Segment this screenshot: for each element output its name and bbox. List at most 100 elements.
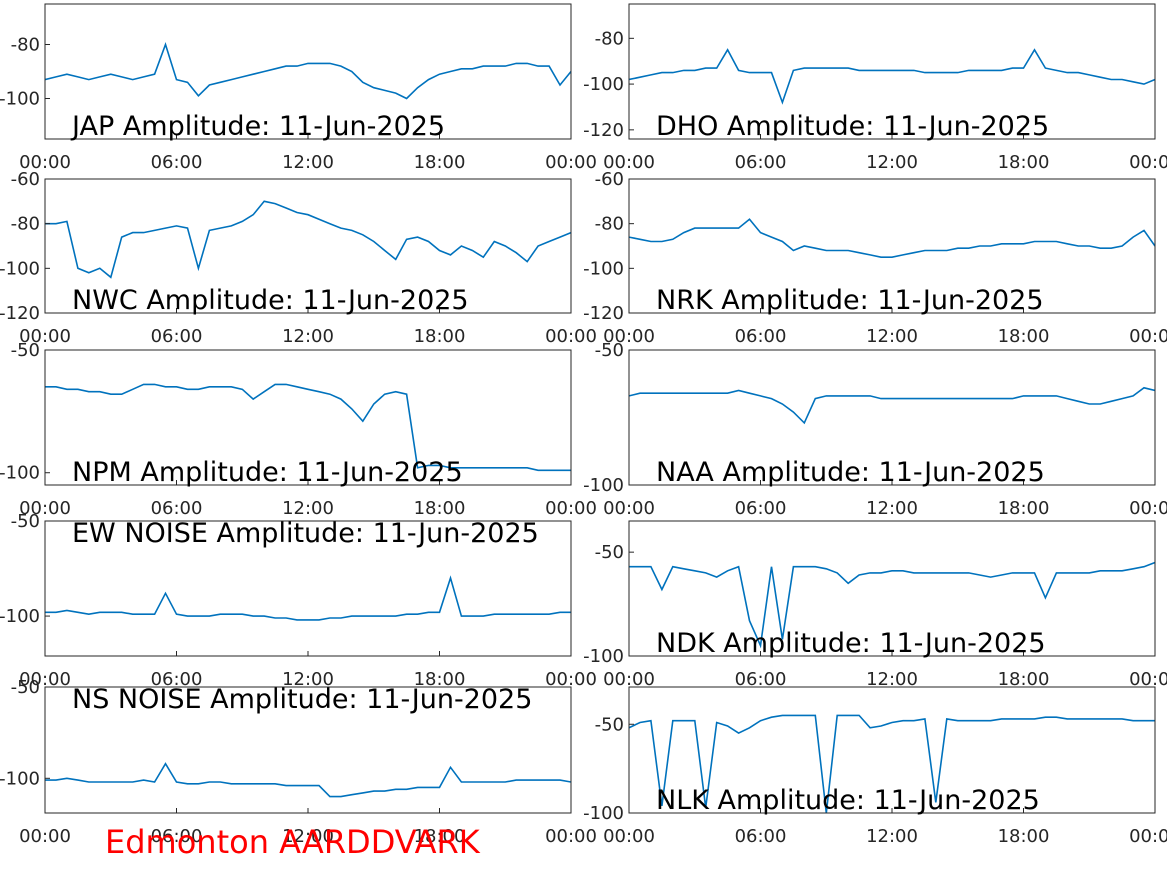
panel-title: NAA Amplitude: 11-Jun-2025 (656, 457, 1045, 488)
x-tick-label: 00:00 (603, 326, 655, 347)
x-tick-label: 00:00 (19, 152, 71, 173)
data-line (45, 762, 571, 798)
plot-area (629, 521, 1155, 656)
y-tick-label: -50 (595, 542, 624, 563)
data-line (629, 386, 1155, 425)
y-tick-label: -100 (0, 768, 40, 789)
x-tick-label: 00:00 (545, 152, 597, 173)
x-tick-label: 00:00 (1129, 669, 1167, 690)
x-tick-label: 00:00 (545, 498, 597, 519)
x-tick-label: 06:00 (151, 826, 203, 847)
panel-title: JAP Amplitude: 11-Jun-2025 (70, 111, 445, 142)
y-tick-label: -50 (595, 714, 624, 735)
data-line (45, 200, 571, 279)
x-tick-label: 18:00 (998, 669, 1050, 690)
x-tick-label: 12:00 (282, 498, 334, 519)
y-tick-label: -50 (11, 340, 40, 361)
plot-area (45, 4, 571, 139)
x-tick-label: 00:00 (603, 152, 655, 173)
panel-title: NWC Amplitude: 11-Jun-2025 (72, 285, 469, 316)
x-tick-label: 18:00 (414, 498, 466, 519)
y-tick-label: -50 (11, 677, 40, 698)
plot-area (45, 350, 571, 485)
x-tick-label: 18:00 (414, 326, 466, 347)
y-tick-label: -100 (583, 803, 624, 824)
x-tick-label: 00:00 (603, 498, 655, 519)
x-tick-label: 06:00 (735, 326, 787, 347)
y-tick-label: -120 (583, 303, 624, 324)
x-tick-label: 00:00 (1129, 152, 1167, 173)
y-tick-label: -100 (0, 463, 40, 484)
y-tick-label: -100 (0, 606, 40, 627)
panel: -100 -80 00:00 06:00 12:00 18:00 00:00 JAP Ampl… (0, 3, 597, 173)
x-tick-label: 12:00 (866, 498, 918, 519)
panel: -120-100-8000:0006:0012:0018:0000:00DHO … (583, 3, 1167, 173)
y-tick-label: -100 (0, 89, 40, 110)
x-tick-label: 12:00 (282, 826, 334, 847)
y-tick-label: -100 (583, 475, 624, 496)
x-tick-label: 12:00 (282, 326, 334, 347)
y-tick-label: -50 (595, 340, 624, 361)
panel: -100 -50 00:00 06:00 12:00 18:00 00:00 EW NOISE… (0, 511, 597, 690)
y-tick-label: -120 (0, 303, 40, 324)
x-tick-label: 12:00 (866, 326, 918, 347)
x-tick-label: 06:00 (151, 669, 203, 690)
panel: -120-100-80-6000:0006:0012:0018:0000:00N… (583, 169, 1167, 347)
data-line (629, 48, 1155, 105)
x-tick-label: 00:00 (1129, 826, 1167, 847)
y-tick-label: -80 (595, 214, 624, 235)
x-tick-label: 12:00 (866, 152, 918, 173)
y-tick-label: -100 (583, 258, 624, 279)
x-tick-label: 00:00 (545, 826, 597, 847)
panel-title: NRK Amplitude: 11-Jun-2025 (656, 285, 1044, 316)
plot-area (45, 687, 571, 813)
panel-title: NLK Amplitude: 11-Jun-2025 (656, 785, 1040, 816)
x-tick-label: 18:00 (998, 826, 1050, 847)
x-tick-label: 18:00 (998, 326, 1050, 347)
panel-title: NPM Amplitude: 11-Jun-2025 (72, 457, 463, 488)
x-tick-label: 06:00 (735, 826, 787, 847)
y-tick-label: -80 (11, 35, 40, 56)
y-tick-label: -80 (595, 28, 624, 49)
x-tick-label: 18:00 (414, 826, 466, 847)
x-tick-label: 18:00 (414, 669, 466, 690)
x-tick-label: 12:00 (282, 152, 334, 173)
plot-area (629, 4, 1155, 139)
data-line (629, 561, 1155, 649)
plot-area (45, 521, 571, 656)
plot-area (629, 179, 1155, 313)
y-tick-label: -60 (595, 169, 624, 190)
x-tick-label: 00:00 (603, 826, 655, 847)
y-tick-label: -100 (583, 74, 624, 95)
x-tick-label: 06:00 (735, 669, 787, 690)
x-tick-label: 00:00 (1129, 498, 1167, 519)
x-tick-label: 00:00 (545, 669, 597, 690)
x-tick-label: 12:00 (866, 669, 918, 690)
x-tick-label: 00:00 (19, 669, 71, 690)
y-tick-label: -120 (583, 120, 624, 141)
x-tick-label: 00:00 (603, 669, 655, 690)
x-tick-label: 06:00 (151, 152, 203, 173)
y-tick-label: -80 (11, 214, 40, 235)
x-tick-label: 18:00 (414, 152, 466, 173)
y-tick-label: -100 (583, 646, 624, 667)
x-tick-label: 00:00 (545, 326, 597, 347)
x-tick-label: 06:00 (151, 326, 203, 347)
caption: Edmonton AARDDVARK (105, 823, 481, 861)
x-tick-label: 06:00 (735, 152, 787, 173)
panel-title: NS NOISE Amplitude: 11-Jun-2025 (72, 684, 532, 715)
x-tick-label: 00:00 (19, 498, 71, 519)
panel-title: NDK Amplitude: 11-Jun-2025 (656, 628, 1046, 659)
plot-area (45, 179, 571, 313)
x-tick-label: 18:00 (998, 498, 1050, 519)
x-tick-label: 06:00 (151, 498, 203, 519)
panel: -100 -50 00:00 06:00 12:00 18:00 00:00 NS NOISE… (0, 677, 597, 847)
y-tick-label: -100 (0, 258, 40, 279)
data-line (45, 383, 571, 472)
panel-title: EW NOISE Amplitude: 11-Jun-2025 (72, 518, 539, 549)
